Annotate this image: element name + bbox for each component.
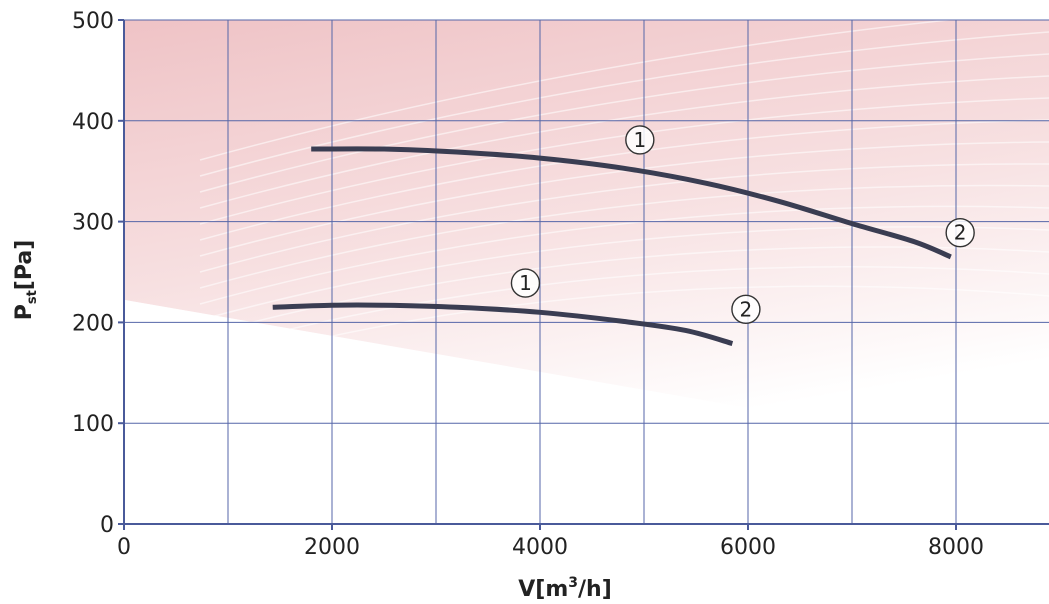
swoosh-line (199, 205, 1049, 305)
y-tick-label: 200 (72, 311, 114, 336)
grid-lines (124, 19, 1049, 524)
x-tick-label: 0 (117, 535, 131, 560)
swoosh-line (199, 53, 1049, 193)
swoosh-line (199, 163, 1049, 273)
curve-line-1 (311, 146, 952, 260)
x-tick-label: 2000 (304, 535, 360, 560)
performance-curves (272, 146, 952, 346)
marker-label: 2 (740, 297, 753, 321)
swoosh-line (199, 75, 1049, 209)
curve-marker: 2 (945, 217, 975, 248)
curve-marker: 2 (731, 294, 761, 324)
marker-circle (731, 294, 761, 324)
curve-marker: 1 (510, 268, 541, 298)
y-tick-label: 100 (72, 412, 114, 437)
x-tick-label: 8000 (928, 535, 984, 560)
decorative-swooshes (199, 9, 1049, 369)
marker-circle (510, 268, 541, 298)
marker-circle (945, 217, 975, 248)
swoosh-line (199, 226, 1049, 321)
y-tick-label: 300 (72, 211, 114, 236)
marker-circle (625, 125, 655, 155)
x-tick-label: 6000 (720, 535, 776, 560)
x-tick-label: 4000 (512, 535, 568, 560)
y-tick-label: 0 (100, 513, 114, 538)
swoosh-line (199, 141, 1049, 257)
y-axis-title: Pst[Pa] (12, 240, 40, 321)
marker-label: 1 (519, 271, 532, 295)
swoosh-line (199, 119, 1049, 241)
swoosh-line (199, 285, 1049, 369)
swoosh-line (199, 31, 1049, 177)
axes (118, 19, 1049, 530)
curve-marker: 1 (625, 125, 655, 155)
swoosh-line (199, 9, 1049, 161)
swoosh-line (199, 97, 1049, 225)
swoosh-line (199, 184, 1049, 289)
tick-labels: 0 100 200 300 400 500 0 2000 4000 6000 8000 (72, 9, 984, 560)
curve-markers: 1 2 1 2 (510, 125, 975, 324)
x-axis-title: V[m3/h] (518, 575, 612, 602)
curve-line-2 (272, 302, 734, 346)
y-tick-label: 400 (72, 110, 114, 135)
y-tick-label: 500 (72, 9, 114, 34)
marker-label: 2 (954, 221, 967, 245)
swoosh-line (199, 266, 1049, 353)
marker-label: 1 (633, 128, 646, 152)
